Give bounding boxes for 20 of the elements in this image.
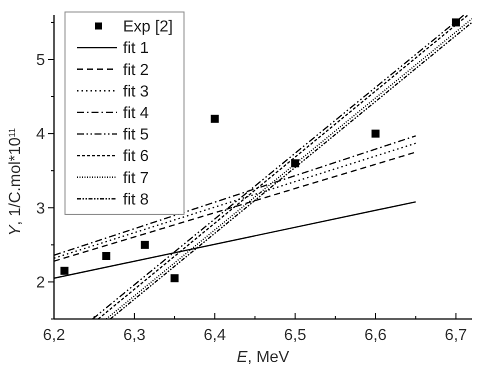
y-tick-label: 2 bbox=[36, 274, 46, 292]
y-tick-label: 3 bbox=[36, 200, 46, 218]
x-tick-label: 6,4 bbox=[204, 327, 226, 344]
x-tick-label: 6,2 bbox=[42, 327, 66, 344]
x-tick-label: 6,6 bbox=[364, 327, 387, 344]
y-tick-label: 4 bbox=[36, 126, 46, 144]
legend-label: fit 1 bbox=[123, 40, 149, 58]
x-tick-label: 6,5 bbox=[284, 327, 306, 344]
legend-label: fit 2 bbox=[123, 62, 149, 79]
legend-label: fit 6 bbox=[123, 148, 149, 166]
legend-label: fit 5 bbox=[123, 126, 149, 144]
legend-label: fit 3 bbox=[123, 83, 149, 100]
legend-label: Exp [2] bbox=[123, 18, 173, 36]
x-tick-label: 6,7 bbox=[444, 327, 468, 344]
legend-label: fit 8 bbox=[123, 191, 149, 208]
legend-label: fit 7 bbox=[123, 170, 149, 187]
x-tick-label: 6,3 bbox=[123, 327, 146, 344]
legend-label: fit 4 bbox=[123, 105, 149, 122]
y-tick-label: 5 bbox=[36, 52, 46, 70]
x-axis-title: E, MeV bbox=[236, 349, 290, 366]
